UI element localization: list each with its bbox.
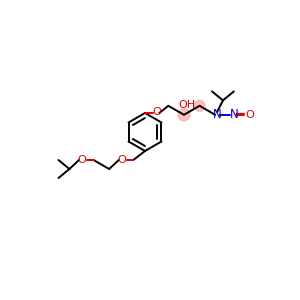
Text: O: O (77, 155, 86, 165)
Text: OH: OH (178, 100, 196, 110)
Circle shape (194, 100, 205, 111)
Text: O: O (117, 155, 126, 165)
Text: N: N (213, 108, 221, 121)
Text: O: O (245, 110, 254, 120)
Text: N: N (230, 108, 239, 121)
Circle shape (178, 109, 190, 121)
Text: O: O (152, 107, 161, 117)
